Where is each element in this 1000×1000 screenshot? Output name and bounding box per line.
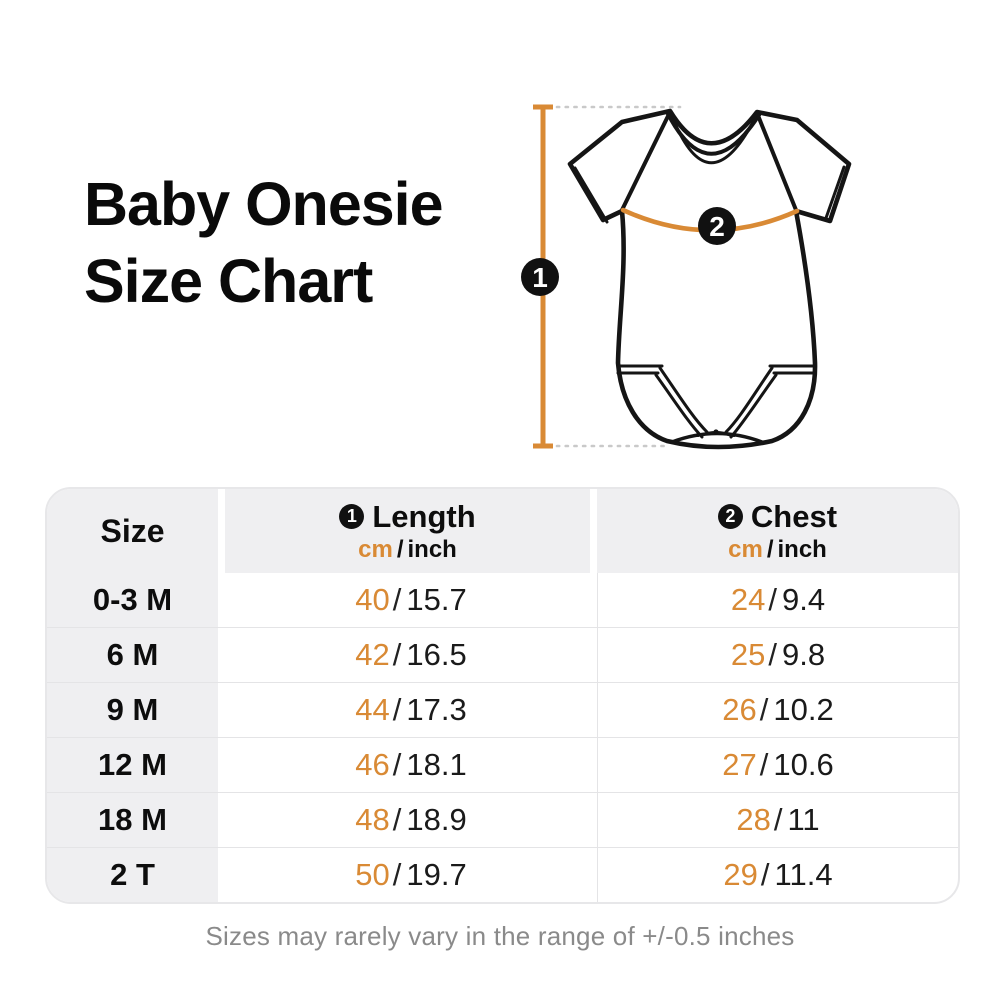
length-inch-value: 18.1 (406, 747, 467, 782)
chest-header-label: Chest (750, 498, 838, 534)
value-separator: / (392, 802, 402, 837)
chest-cm-value: 28 (736, 802, 771, 837)
chest-inch-value: 9.8 (782, 637, 826, 672)
onesie-detail-lines (573, 110, 846, 444)
chest-marker-badge: 2 (698, 207, 736, 245)
length-inch-value: 19.7 (406, 857, 467, 892)
length-cell: 40/15.7 (225, 573, 597, 627)
chest-cell: 27/10.6 (597, 738, 958, 792)
size-cell: 9 M (47, 683, 225, 737)
value-separator: / (392, 637, 402, 672)
header-cell-chest: 2 Chest cm / inch (597, 489, 958, 573)
chest-unit-label: cm / inch (728, 535, 827, 563)
value-separator: / (392, 857, 402, 892)
length-cell: 46/18.1 (225, 738, 597, 792)
value-separator: / (768, 637, 777, 672)
size-cell: 18 M (47, 793, 225, 847)
onesie-outline (567, 108, 852, 450)
table-row: 9 M 44/17.3 26/10.2 (47, 682, 958, 737)
length-cm-value: 40 (355, 582, 390, 617)
table-body: 0-3 M 40/15.7 24/9.4 6 M 42/16.5 25/9.8 … (47, 573, 958, 902)
table-row: 0-3 M 40/15.7 24/9.4 (47, 573, 958, 627)
value-separator: / (392, 582, 402, 617)
header-cell-size: Size (47, 489, 225, 573)
table-row: 6 M 42/16.5 25/9.8 (47, 627, 958, 682)
length-inch-value: 15.7 (406, 582, 467, 617)
chest-inch-value: 10.6 (773, 747, 834, 782)
size-cell: 0-3 M (47, 573, 225, 627)
size-value: 6 M (106, 637, 159, 672)
size-value: 9 M (106, 692, 159, 727)
length-inch-value: 17.3 (406, 692, 467, 727)
size-value: 0-3 M (92, 582, 173, 617)
length-cm-value: 42 (355, 637, 390, 672)
length-marker-badge: 1 (521, 258, 559, 296)
size-cell: 2 T (47, 848, 225, 902)
size-cell: 6 M (47, 628, 225, 682)
chest-cm-value: 25 (730, 637, 766, 672)
value-separator: / (759, 747, 769, 782)
chest-cell: 24/9.4 (597, 573, 958, 627)
chest-cm-value: 29 (723, 857, 758, 892)
page-title-line1: Baby Onesie (84, 170, 444, 238)
length-cell: 50/19.7 (225, 848, 597, 902)
chest-cell: 28/11 (597, 793, 958, 847)
chest-inch-value: 9.4 (782, 582, 826, 617)
chest-cm-value: 26 (722, 692, 757, 727)
length-cell: 44/17.3 (225, 683, 597, 737)
length-cm-value: 46 (355, 747, 390, 782)
onesie-diagram: 1 2 (521, 104, 852, 450)
snap-dots (696, 429, 736, 437)
length-inch-value: 16.5 (406, 637, 467, 672)
chest-cell: 26/10.2 (597, 683, 958, 737)
length-cm-value: 48 (355, 802, 390, 837)
size-cell: 12 M (47, 738, 225, 792)
length-inch-value: 18.9 (406, 802, 467, 837)
chest-inch-value: 11.4 (774, 857, 833, 892)
table-row: 18 M 48/18.9 28/11 (47, 792, 958, 847)
chest-cell: 29/11.4 (597, 848, 958, 902)
chest-cell: 25/9.8 (597, 628, 958, 682)
table-row: 2 T 50/19.7 29/11.4 (47, 847, 958, 902)
chest-marker-icon: 2 (717, 504, 743, 529)
table-row: 12 M 46/18.1 27/10.6 (47, 737, 958, 792)
chest-marker-number: 2 (709, 211, 725, 242)
chest-inch-value: 11 (787, 802, 820, 837)
value-separator: / (392, 692, 402, 727)
table-header-row: Size 1 Length cm / inch 2 Chest cm / inch (47, 489, 958, 573)
length-cm-value: 44 (355, 692, 390, 727)
size-value: 18 M (98, 802, 167, 837)
length-marker-number: 1 (532, 262, 548, 293)
chest-cm-value: 27 (722, 747, 757, 782)
length-marker-icon: 1 (339, 504, 365, 529)
header-cell-length: 1 Length cm / inch (225, 489, 597, 573)
size-table: Size 1 Length cm / inch 2 Chest cm / inch (45, 487, 960, 904)
value-separator: / (768, 582, 777, 617)
length-cell: 48/18.9 (225, 793, 597, 847)
footnote: Sizes may rarely vary in the range of +/… (205, 921, 795, 951)
chest-cm-value: 24 (730, 582, 766, 617)
value-separator: / (392, 747, 402, 782)
chest-inch-value: 10.2 (773, 692, 834, 727)
length-cell: 42/16.5 (225, 628, 597, 682)
size-value: 12 M (98, 747, 167, 782)
page-title-line2: Size Chart (84, 247, 373, 315)
value-separator: / (773, 802, 783, 837)
page-title: Baby Onesie Size Chart (84, 166, 444, 320)
length-unit-label: cm / inch (358, 535, 457, 563)
size-value: 2 T (110, 857, 155, 892)
value-separator: / (760, 857, 770, 892)
length-header-label: Length (372, 498, 476, 534)
length-cm-value: 50 (355, 857, 390, 892)
value-separator: / (759, 692, 769, 727)
